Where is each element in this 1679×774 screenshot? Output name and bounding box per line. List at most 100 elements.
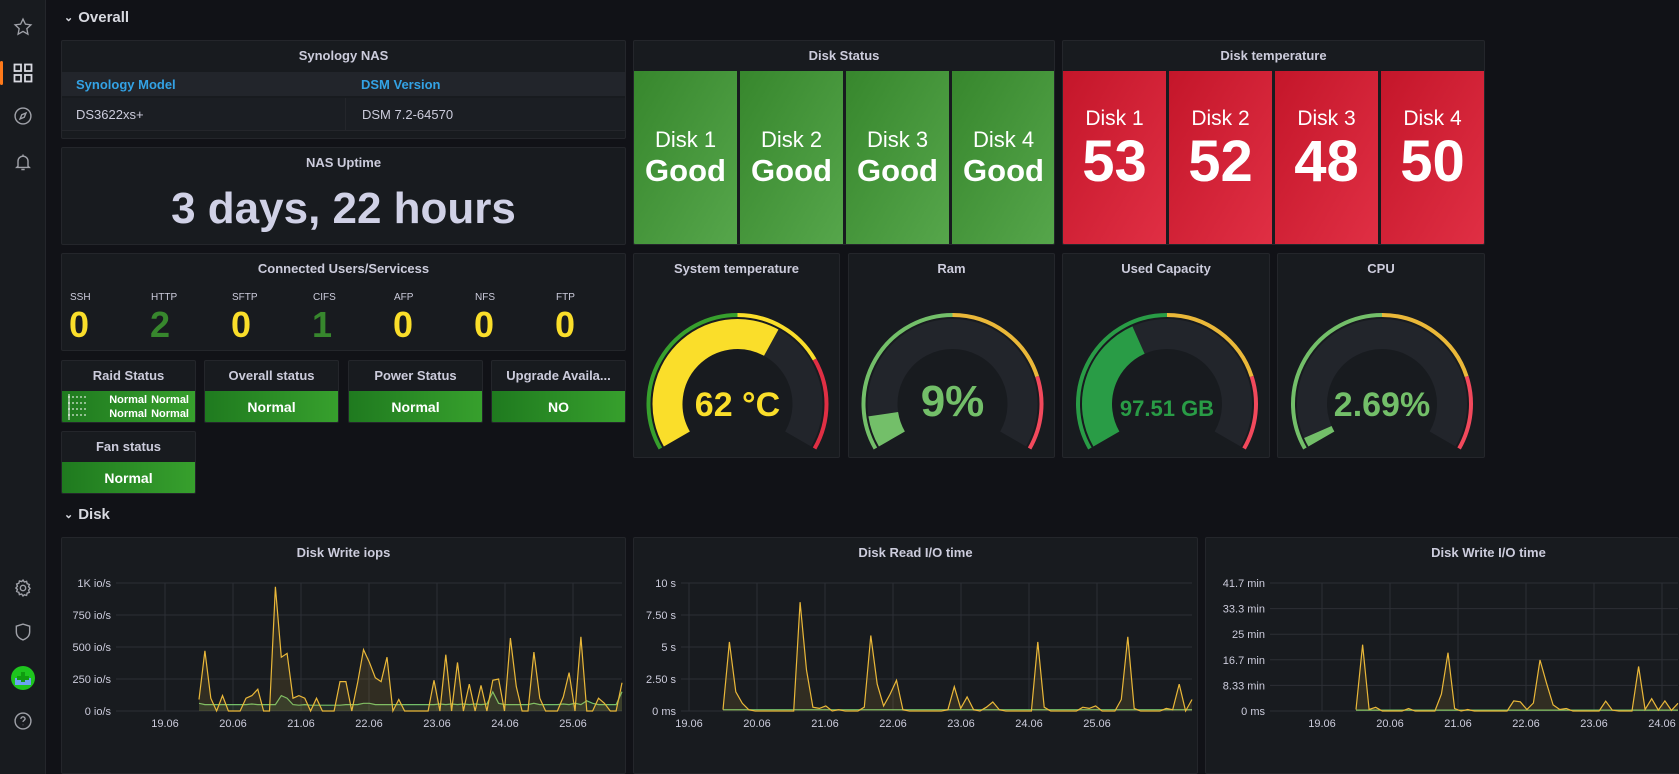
panel-title: NAS Uptime (305, 155, 382, 170)
x-tick-label: 25.06 (1083, 718, 1111, 730)
panel-title: Fan status (95, 439, 161, 454)
disk-name: Disk 1 (1085, 107, 1144, 130)
disk-temperature-tile: Disk 1 53 (1063, 71, 1166, 244)
raid-status-panel: Raid Status Normal Normal Normal Normal (61, 360, 196, 423)
table-header: Synology Model DSM Version (62, 72, 625, 96)
x-tick-label: 23.06 (1580, 718, 1608, 730)
x-tick-label: 21.06 (811, 718, 839, 730)
row-disk[interactable]: ⌄ Disk (64, 506, 110, 523)
x-tick-label: 20.06 (219, 718, 247, 730)
disk-name: Disk 1 (654, 127, 717, 152)
disk-temperature-value: 52 (1188, 129, 1253, 194)
disk-temperature-tile: Disk 4 50 (1381, 71, 1484, 244)
stat-value-ssh: 0 (69, 304, 90, 345)
gear-icon[interactable] (8, 573, 38, 603)
stat-label-sftp: SFTP (232, 292, 258, 303)
cell-model: DS3622xs+ (62, 98, 346, 130)
gauge-threshold-band (737, 313, 817, 361)
x-tick-label: 21.06 (1444, 718, 1472, 730)
gauge-panel: Used Capacity 97.51 GB (1062, 253, 1270, 458)
x-tick-label: 22.06 (355, 718, 383, 730)
gauge-threshold-band (1242, 375, 1258, 450)
gauge-fill (868, 411, 906, 447)
x-tick-label: 21.06 (287, 718, 315, 730)
bell-icon[interactable] (8, 147, 38, 177)
user-avatar[interactable] (8, 663, 38, 693)
gauge-value: 2.69% (1334, 386, 1430, 424)
nas-uptime-panel: NAS Uptime 3 days, 22 hours (61, 147, 626, 245)
gauge-threshold-band (812, 358, 829, 450)
stat-label-cifs: CIFS (313, 292, 336, 303)
y-tick-label: 1K io/s (77, 578, 111, 590)
stat-label-afp: AFP (394, 292, 414, 303)
disk-status-value: Good (857, 153, 938, 188)
disk-write-iops-chart[interactable]: 0 io/s 250 io/s 500 io/s 750 io/s 1K io/s 19.… (62, 538, 625, 773)
disk-name: Disk 4 (1403, 107, 1462, 130)
disk-name: Disk 3 (1297, 107, 1356, 130)
gauge-threshold-band (1027, 375, 1044, 450)
disk-status-value: Good (963, 153, 1044, 188)
gauge-fill (652, 319, 779, 447)
disk-status-tile: Disk 2 Good (740, 71, 843, 244)
x-tick-label: 25.06 (559, 718, 587, 730)
series-line (198, 586, 623, 714)
y-tick-label: 33.3 min (1223, 604, 1265, 616)
panel-title: Raid Status (92, 368, 165, 383)
row-overall[interactable]: ⌄ Overall (64, 9, 129, 26)
raid-status-value: Normal Normal Normal Normal (62, 391, 195, 422)
column-header-model[interactable]: Synology Model (76, 76, 176, 92)
gauge: 62 °C (646, 313, 829, 450)
shield-icon[interactable] (8, 617, 38, 647)
y-tick-label: 25 min (1232, 629, 1265, 641)
x-tick-label: 20.06 (743, 718, 771, 730)
x-tick-label: 24.06 (1648, 718, 1676, 730)
raid-status-text: Normal (109, 408, 148, 420)
y-tick-label: 7.50 s (646, 610, 676, 622)
disk-write-io-time-chart[interactable]: 0 ms 8.33 min 16.7 min 25 min 33.3 min 41.7 m… (1206, 538, 1679, 773)
gauge-panel: Ram 9% (848, 253, 1055, 458)
stat-value-http: 2 (150, 304, 171, 345)
y-tick-label: 250 io/s (72, 674, 111, 686)
table-row: DS3622xs+ DSM 7.2-64570 (62, 98, 625, 131)
overall-status-panel: Overall status Normal (204, 360, 339, 423)
dashboards-icon[interactable] (8, 58, 38, 88)
raid-status-text: Normal (151, 394, 189, 406)
sidebar (0, 0, 46, 774)
x-tick-label: 23.06 (947, 718, 975, 730)
gauge-value: 9% (921, 377, 985, 426)
stat-label-http: HTTP (151, 292, 178, 303)
disk-read-io-time-chart[interactable]: 0 ms 2.50 s 5 s 7.50 s 10 s 19.06 20.06 21.06 22… (634, 538, 1197, 773)
x-tick-label: 19.06 (151, 718, 179, 730)
series-line (198, 690, 623, 706)
connected-users-panel: Connected Users/Servicess SSH 0 HTTP 2 SFTP 0… (61, 253, 626, 351)
gauge: 97.51 GB (1076, 313, 1258, 450)
stat-label-ssh: SSH (70, 292, 91, 303)
gauge-fill (1304, 425, 1335, 447)
help-icon[interactable] (8, 706, 38, 736)
gauge-threshold-band (646, 313, 738, 450)
y-tick-label: 2.50 s (646, 674, 676, 686)
y-tick-label: 750 io/s (72, 610, 111, 622)
disk-status-tile: Disk 4 Good (952, 71, 1054, 244)
disk-status-tile: Disk 1 Good (634, 71, 737, 244)
uptime-value: 3 days, 22 hours (171, 184, 516, 233)
gauge: 9% (861, 313, 1044, 450)
disk-name: Disk 3 (866, 127, 929, 152)
raid-volumes-icon (68, 394, 86, 420)
column-header-dsm[interactable]: DSM Version (361, 76, 441, 92)
disk-temperature-value: 53 (1082, 129, 1147, 194)
stat-value-sftp: 0 (231, 304, 252, 345)
y-tick-label: 10 s (655, 578, 676, 590)
star-icon[interactable] (8, 12, 38, 42)
raid-status-text: Normal (109, 394, 148, 406)
y-tick-label: 16.7 min (1223, 655, 1265, 667)
y-tick-label: 0 ms (1241, 706, 1265, 718)
active-indicator (0, 61, 3, 85)
disk-temperature-value: 48 (1294, 129, 1359, 194)
compass-icon[interactable] (8, 101, 38, 131)
raid-status-stack: Normal Normal Normal Normal (109, 393, 189, 421)
stat-label-nfs: NFS (475, 292, 495, 303)
x-tick-label: 24.06 (1015, 718, 1043, 730)
